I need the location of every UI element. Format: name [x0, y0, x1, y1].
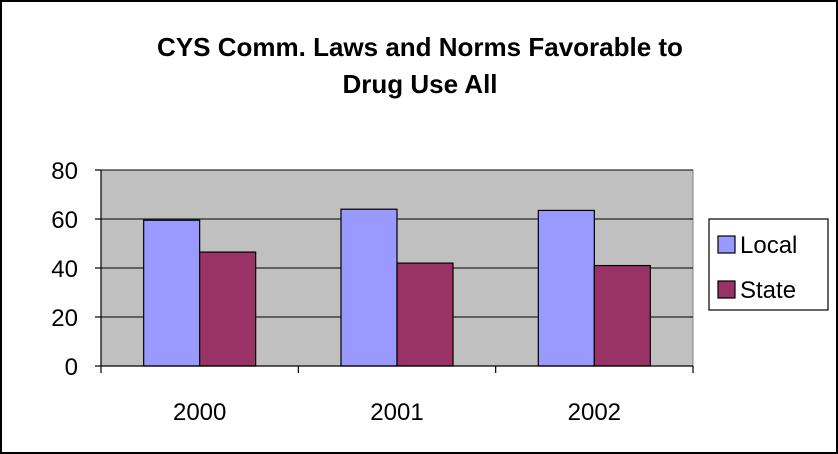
bar-state-2000 — [199, 251, 257, 367]
bar-state-2001 — [396, 262, 454, 367]
y-tick-label-0: 0 — [65, 354, 78, 381]
bar-local-2000 — [143, 219, 201, 367]
legend: Local State — [708, 218, 829, 311]
y-tick-label-80: 80 — [51, 158, 78, 185]
chart-title-line-1: CYS Comm. Laws and Norms Favorable to — [157, 32, 683, 62]
legend-label-local: Local — [740, 232, 797, 259]
chart-title-line-2: Drug Use All — [342, 69, 497, 99]
x-tick-label-2001: 2001 — [370, 399, 423, 426]
legend-swatch-state — [717, 280, 736, 299]
bar-state-2002 — [593, 264, 651, 367]
y-tick-label-40: 40 — [51, 256, 78, 283]
x-tick-label-2002: 2002 — [568, 399, 621, 426]
y-tick-label-20: 20 — [51, 305, 78, 332]
y-tick-label-60: 60 — [51, 207, 78, 234]
legend-swatch-local — [717, 235, 736, 254]
bar-local-2002 — [537, 209, 595, 367]
bar-local-2001 — [340, 208, 398, 367]
x-tick-label-2000: 2000 — [173, 399, 226, 426]
plot-area: 0 20 40 60 80 2000 2001 2002 — [51, 158, 694, 426]
legend-label-state: State — [740, 277, 796, 304]
